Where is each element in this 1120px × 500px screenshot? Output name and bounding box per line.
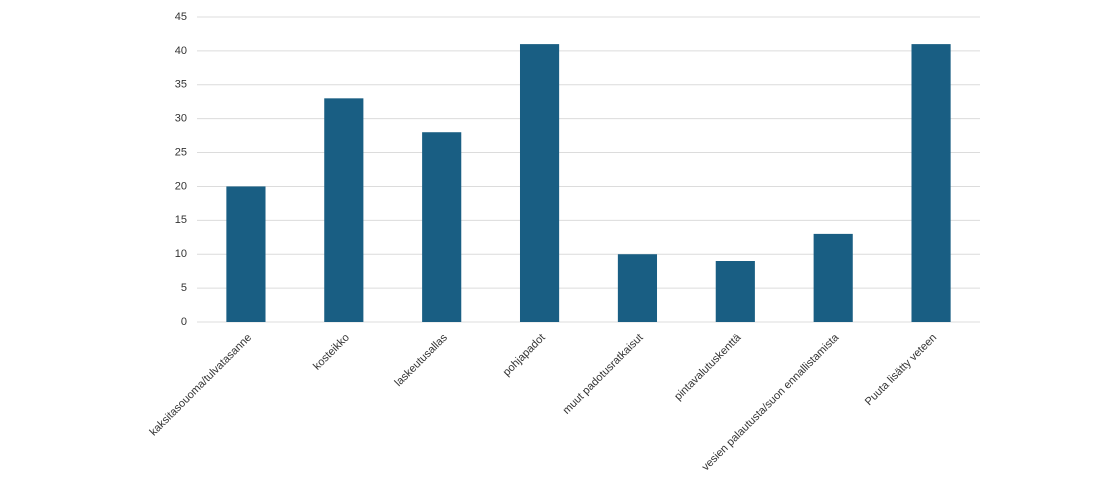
bar — [422, 132, 462, 322]
x-tick-label: pintavalutuskenttä — [672, 331, 744, 403]
y-tick-label: 25 — [175, 146, 187, 158]
x-tick-label: kaksitasouoma/tulvatasanne — [147, 332, 254, 439]
y-tick-label: 20 — [175, 180, 187, 192]
bar — [617, 254, 658, 322]
y-tick-label: 15 — [175, 214, 187, 226]
y-tick-label: 5 — [181, 282, 187, 294]
bar — [715, 261, 755, 322]
x-tick-label: Puuta lisätty veteen — [863, 332, 939, 408]
x-tick-label: muut padotusratkaisut — [561, 332, 646, 417]
y-tick-label: 0 — [181, 316, 187, 328]
bar — [226, 186, 266, 322]
bar — [519, 44, 560, 322]
x-tick-label: pohjapadot — [501, 332, 548, 379]
y-tick-label: 35 — [175, 79, 187, 91]
x-tick-label: kosteikko — [311, 332, 352, 373]
bar — [813, 233, 853, 322]
bar — [911, 44, 951, 322]
y-tick-label: 45 — [175, 11, 187, 23]
y-tick-label: 30 — [175, 113, 187, 125]
x-tick-label: laskeutusallas — [393, 331, 451, 389]
y-tick-label: 10 — [175, 248, 187, 260]
bar — [324, 98, 364, 322]
y-tick-label: 40 — [175, 45, 187, 57]
